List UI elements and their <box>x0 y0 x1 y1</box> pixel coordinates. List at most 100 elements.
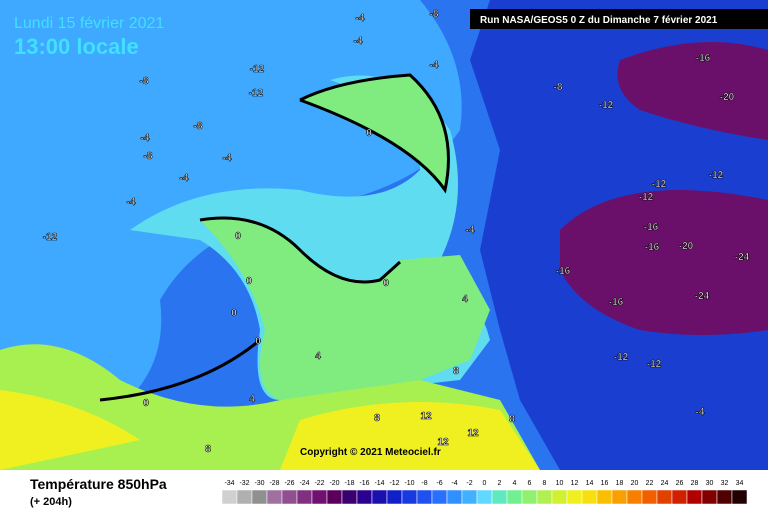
contour-label: -4 <box>223 153 232 164</box>
scale-swatch <box>582 490 597 504</box>
scale-label: 2 <box>498 480 502 487</box>
scale-swatch <box>252 490 267 504</box>
scale-swatch <box>672 490 687 504</box>
scale-label: -28 <box>269 480 279 487</box>
scale-swatch <box>642 490 657 504</box>
contour-label: -8 <box>144 151 153 162</box>
contour-label: -12 <box>250 64 265 75</box>
scale-swatch <box>342 490 357 504</box>
scale-swatch <box>387 490 402 504</box>
scale-swatch <box>282 490 297 504</box>
contour-label: -4 <box>430 60 439 71</box>
contour-label: 12 <box>467 428 479 439</box>
contour-label: -16 <box>556 266 571 277</box>
contour-label: 8 <box>453 366 459 377</box>
scale-swatch <box>597 490 612 504</box>
scale-label: -30 <box>254 480 264 487</box>
contour-label: 4 <box>249 394 255 405</box>
contour-label: -8 <box>430 9 439 20</box>
scale-swatch <box>702 490 717 504</box>
contour-label: 4 <box>462 294 468 305</box>
contour-label: 8 <box>374 413 380 424</box>
scale-label: 18 <box>616 480 624 487</box>
scale-label: 26 <box>676 480 684 487</box>
contour-label: -4 <box>127 197 136 208</box>
contour-label: 0 <box>235 231 241 242</box>
scale-label: 24 <box>661 480 669 487</box>
contour-label: -12 <box>652 179 667 190</box>
contour-label: -4 <box>356 13 365 24</box>
scale-swatch <box>627 490 642 504</box>
scale-label: -8 <box>421 480 427 487</box>
scale-swatch <box>432 490 447 504</box>
scale-swatch <box>507 490 522 504</box>
scale-swatch <box>567 490 582 504</box>
contour-label: 0 <box>366 128 372 139</box>
scale-label: 28 <box>691 480 699 487</box>
scale-swatch <box>327 490 342 504</box>
scale-label: -6 <box>436 480 442 487</box>
scale-swatch <box>267 490 282 504</box>
scale-label: -26 <box>284 480 294 487</box>
scale-label: 4 <box>513 480 517 487</box>
contour-label: -24 <box>695 291 710 302</box>
scale-label: 10 <box>556 480 564 487</box>
copyright: Copyright © 2021 Meteociel.fr <box>300 447 441 458</box>
contour-label: -12 <box>709 170 724 181</box>
scale-label: 34 <box>736 480 744 487</box>
date: Lundi 15 février 2021 <box>14 15 164 32</box>
scale-swatch <box>237 490 252 504</box>
scale-label: -10 <box>404 480 414 487</box>
contour-label: -12 <box>43 232 58 243</box>
local-time: 13:00 locale <box>14 34 139 59</box>
contour-label: -20 <box>679 241 694 252</box>
contour-label: 0 <box>246 276 252 287</box>
contour-label: -16 <box>609 297 624 308</box>
scale-swatch <box>717 490 732 504</box>
contour-label: -4 <box>354 36 363 47</box>
scale-label: -34 <box>224 480 234 487</box>
contour-label: 0 <box>255 336 261 347</box>
scale-label: 0 <box>483 480 487 487</box>
contour-label: -24 <box>735 252 750 263</box>
run-info: Run NASA/GEOS5 0 Z du Dimanche 7 février… <box>480 15 718 26</box>
contour-label: -4 <box>180 173 189 184</box>
contour-label: 8 <box>205 444 211 455</box>
scale-label: -24 <box>299 480 309 487</box>
contour-label: 4 <box>315 351 321 362</box>
scale-label: 22 <box>646 480 654 487</box>
scale-label: 12 <box>571 480 579 487</box>
contour-label: -20 <box>720 92 735 103</box>
contour-label: -4 <box>141 133 150 144</box>
contour-label: 12 <box>420 411 432 422</box>
color-scale: -34-32-30-28-26-24-22-20-18-16-14-12-10-… <box>222 480 747 504</box>
scale-swatch <box>552 490 567 504</box>
contour-label: 0 <box>143 398 149 409</box>
scale-swatch <box>492 490 507 504</box>
contour-label: -4 <box>466 225 475 236</box>
contour-label: 12 <box>437 437 449 448</box>
scale-label: -18 <box>344 480 354 487</box>
scale-swatch <box>732 490 747 504</box>
scale-swatch <box>357 490 372 504</box>
scale-label: -2 <box>466 480 472 487</box>
contour-label: -16 <box>645 242 660 253</box>
scale-swatch <box>447 490 462 504</box>
scale-label: -12 <box>389 480 399 487</box>
scale-swatch <box>522 490 537 504</box>
contour-label: 8 <box>509 414 515 425</box>
scale-swatch <box>537 490 552 504</box>
contour-label: -12 <box>647 359 662 370</box>
scale-swatch <box>222 490 237 504</box>
scale-swatch <box>687 490 702 504</box>
contour-label: -12 <box>639 192 654 203</box>
scale-swatch <box>402 490 417 504</box>
contour-label: 0 <box>383 278 389 289</box>
contour-label: -12 <box>249 88 264 99</box>
scale-swatch <box>462 490 477 504</box>
contour-label: -16 <box>696 53 711 64</box>
scale-label: -32 <box>239 480 249 487</box>
contour-label: -8 <box>554 82 563 93</box>
scale-swatch <box>297 490 312 504</box>
